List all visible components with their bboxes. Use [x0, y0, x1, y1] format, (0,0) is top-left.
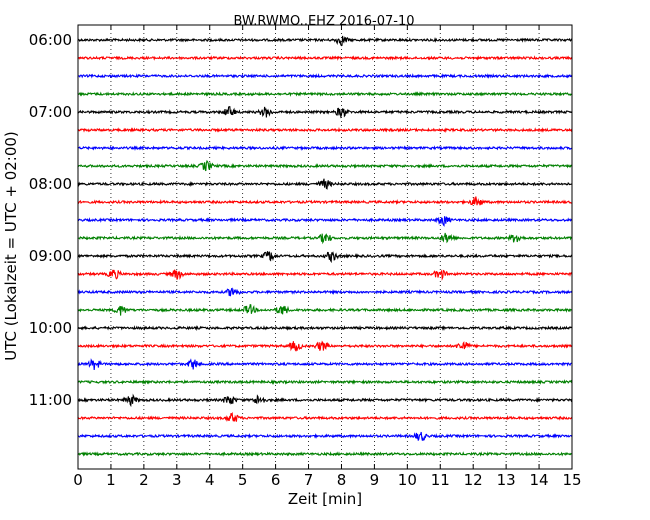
x-tick-label: 8 [337, 471, 347, 489]
y-tick-label: 11:00 [29, 391, 72, 409]
trace-0715 [77, 127, 573, 133]
x-tick-label: 6 [271, 471, 281, 489]
x-tick-label: 3 [172, 471, 182, 489]
trace-0615 [77, 55, 573, 61]
x-axis-label: Zeit [min] [288, 490, 362, 508]
y-tick-label: 06:00 [29, 31, 72, 49]
x-tick-label: 4 [205, 471, 215, 489]
trace-0630 [77, 73, 573, 79]
x-ticks: 0 1 2 3 4 5 6 7 8 9 10 11 12 13 14 15 [73, 25, 582, 489]
x-tick-label: 5 [238, 471, 248, 489]
trace-0945 [77, 304, 573, 316]
x-tick-label: 14 [530, 471, 549, 489]
x-tick-label: 9 [370, 471, 380, 489]
trace-0700 [77, 106, 573, 119]
trace-0730 [77, 145, 572, 152]
trace-0845 [77, 232, 572, 245]
trace-1100 [77, 393, 573, 408]
trace-0830 [77, 216, 573, 227]
trace-0600 [77, 35, 573, 47]
x-tick-label: 11 [431, 471, 450, 489]
trace-1145 [77, 451, 572, 457]
trace-group [77, 35, 573, 457]
y-tick-label: 07:00 [29, 103, 72, 121]
x-tick-label: 2 [139, 471, 149, 489]
x-tick-label: 13 [497, 471, 516, 489]
chart-title: BW.RWMO..EHZ 2016-07-10 [233, 14, 414, 29]
y-tick-label: 08:00 [29, 175, 72, 193]
trace-1130 [77, 431, 573, 441]
y-axis-label: UTC (Lokalzeit = UTC + 02:00) [2, 131, 20, 361]
trace-0745 [77, 159, 573, 172]
x-tick-label: 0 [73, 471, 83, 489]
trace-0815 [77, 196, 572, 206]
plot-frame [77, 24, 573, 470]
trace-1045 [77, 379, 573, 385]
x-tick-label: 1 [106, 471, 116, 489]
x-tick-label: 15 [562, 471, 581, 489]
y-tick-label: 09:00 [29, 247, 72, 265]
trace-0915 [77, 269, 573, 281]
y-ticks: 06:00 07:00 08:00 09:00 10:00 11:00 [29, 31, 83, 409]
trace-1000 [77, 325, 573, 332]
trace-0645 [77, 91, 573, 97]
trace-1030 [77, 358, 572, 370]
trace-1015 [77, 340, 573, 352]
x-tick-label: 12 [464, 471, 483, 489]
x-tick-label: 7 [304, 471, 314, 489]
x-tick-label: 10 [398, 471, 417, 489]
trace-1115 [77, 411, 573, 422]
grid-lines [110, 25, 540, 469]
y-tick-label: 10:00 [29, 319, 72, 337]
trace-0800 [77, 178, 572, 190]
trace-0930 [77, 287, 573, 297]
trace-0900 [77, 251, 573, 264]
